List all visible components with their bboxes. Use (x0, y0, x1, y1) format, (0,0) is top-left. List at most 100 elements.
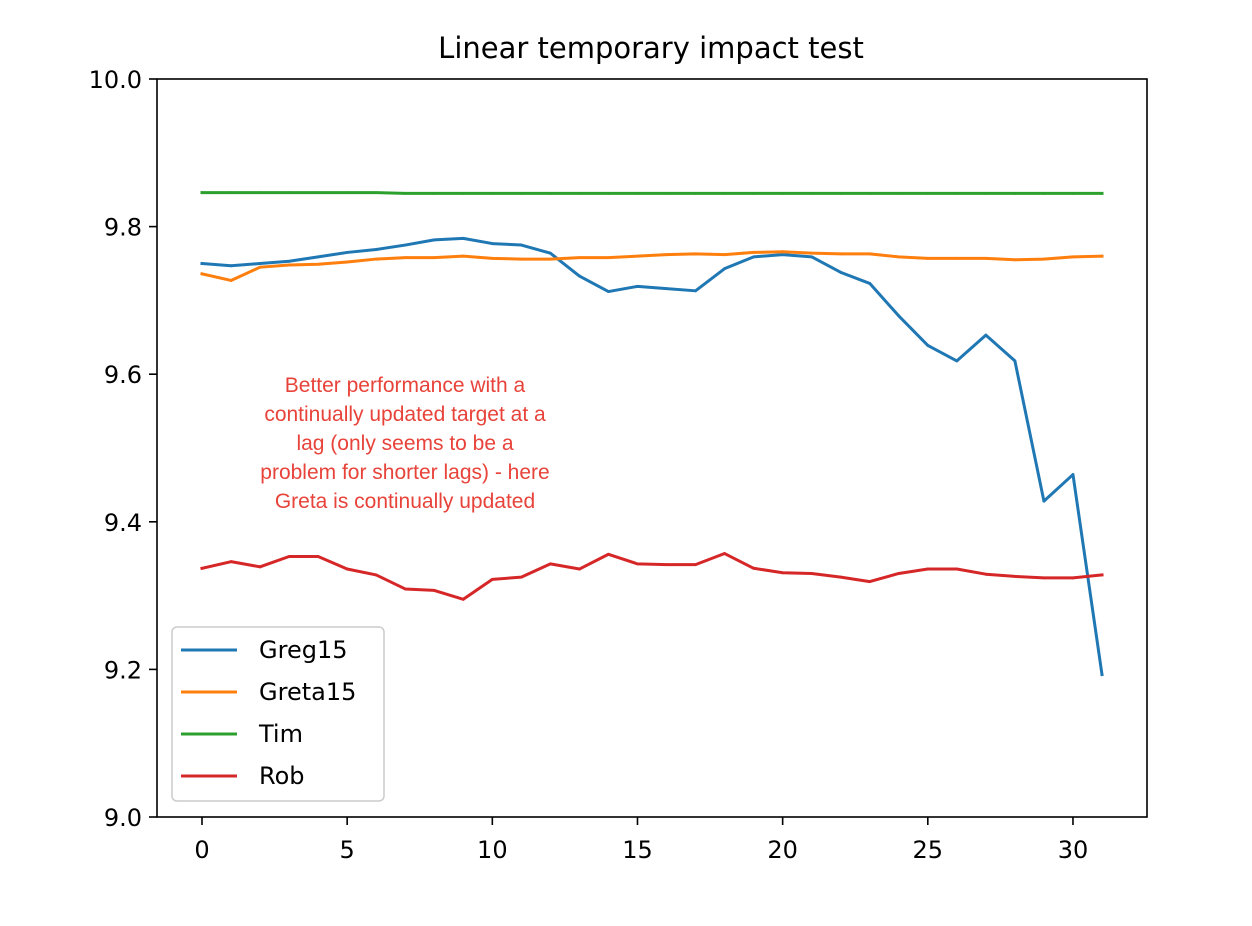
data-point-greg15 (461, 237, 465, 240)
data-point-tim (897, 191, 901, 195)
data-point-greta15 (345, 260, 349, 264)
data-point-rob (810, 572, 814, 575)
data-point-greta15 (1042, 257, 1046, 261)
data-point-tim (636, 191, 639, 195)
data-point-greg15 (432, 238, 436, 242)
data-point-tim (1071, 191, 1075, 195)
data-point-rob (287, 555, 291, 558)
data-point-rob (955, 567, 959, 571)
data-point-rob (897, 572, 901, 575)
data-point-tim (287, 191, 291, 195)
data-point-greta15 (984, 256, 988, 260)
data-point-rob (984, 572, 988, 576)
data-point-tim (432, 191, 436, 195)
series-line-greta15 (200, 250, 1104, 282)
data-point-greta15 (316, 262, 320, 266)
data-point-greta15 (287, 263, 291, 267)
series-line-greg15 (200, 236, 1104, 677)
data-point-greta15 (1071, 255, 1075, 259)
data-point-greg15 (345, 251, 349, 254)
data-point-greg15 (490, 242, 494, 245)
data-point-tim (490, 191, 494, 195)
chart-title: Linear temporary impact test (438, 31, 864, 65)
data-point-tim (607, 191, 610, 195)
data-point-rob (258, 565, 262, 569)
data-point-rob (578, 567, 581, 571)
data-point-greg15 (200, 262, 204, 265)
y-tick-label: 9.8 (104, 214, 142, 242)
data-point-greta15 (723, 253, 726, 257)
data-point-greta15 (868, 252, 872, 256)
annotation-line: Greta is continually updated (275, 490, 535, 513)
data-point-greg15 (578, 274, 581, 278)
data-point-rob (694, 563, 697, 566)
annotation-line: Better performance with a (285, 374, 526, 397)
data-point-greta15 (1100, 254, 1104, 258)
data-point-rob (200, 566, 204, 570)
data-point-greta15 (490, 256, 494, 260)
legend-label: Greta15 (259, 678, 356, 706)
data-point-greg15 (519, 243, 523, 247)
data-point-greta15 (374, 257, 378, 261)
data-point-greta15 (810, 251, 814, 255)
data-point-tim (955, 191, 959, 195)
data-point-tim (868, 191, 872, 195)
data-point-tim (694, 191, 697, 195)
data-point-greta15 (432, 256, 436, 259)
x-tick-label: 20 (767, 836, 798, 864)
x-tick-label: 25 (913, 836, 944, 864)
data-point-greg15 (258, 262, 262, 265)
data-point-greta15 (897, 255, 901, 259)
data-point-rob (723, 552, 726, 555)
data-point-tim (374, 191, 378, 195)
data-point-greta15 (752, 251, 756, 254)
annotation-line: continually updated target at a (264, 403, 546, 426)
axis-ticks: 0 5 10 15 20 25 30 9.0 9.2 9.4 9.6 9.8 10.0 (89, 66, 1089, 864)
data-point-tim (810, 191, 814, 195)
data-point-tim (258, 191, 262, 195)
annotation-line: lag (only seems to be a (296, 432, 513, 455)
data-point-greta15 (636, 254, 639, 258)
data-point-rob (1071, 576, 1075, 580)
data-point-greg15 (636, 284, 639, 288)
data-point-greg15 (403, 243, 407, 247)
data-point-greg15 (374, 248, 378, 251)
data-point-rob (868, 580, 872, 583)
data-point-tim (345, 191, 349, 195)
data-point-greg15 (984, 333, 988, 337)
data-point-greta15 (781, 250, 785, 254)
data-point-rob (316, 555, 320, 558)
data-point-tim (839, 191, 843, 195)
series-lines (200, 191, 1104, 677)
data-point-greg15 (548, 251, 552, 255)
data-point-greg15 (926, 344, 930, 347)
data-point-tim (578, 191, 581, 195)
data-point-tim (316, 191, 320, 195)
data-point-greta15 (607, 256, 610, 259)
data-point-greta15 (955, 256, 959, 260)
data-point-greta15 (200, 272, 204, 276)
data-point-tim (665, 191, 668, 195)
data-point-greg15 (665, 287, 668, 290)
data-point-tim (1013, 191, 1017, 195)
data-point-tim (200, 191, 204, 195)
data-point-greta15 (403, 256, 407, 259)
data-point-greg15 (694, 289, 697, 293)
data-point-rob (665, 563, 668, 566)
data-point-rob (548, 562, 552, 566)
data-point-rob (519, 575, 523, 579)
data-point-greg15 (810, 255, 814, 259)
data-point-greg15 (1013, 359, 1017, 363)
data-point-rob (374, 573, 378, 577)
data-point-tim (984, 191, 988, 195)
data-point-tim (519, 191, 523, 195)
data-point-greta15 (229, 279, 233, 282)
data-point-rob (752, 566, 756, 570)
data-point-greta15 (1013, 258, 1017, 262)
data-point-greta15 (578, 256, 581, 259)
y-tick-label: 10.0 (89, 66, 142, 94)
data-point-tim (926, 191, 930, 195)
data-point-rob (1100, 573, 1104, 577)
data-point-greg15 (316, 255, 320, 259)
data-point-greg15 (781, 253, 785, 257)
